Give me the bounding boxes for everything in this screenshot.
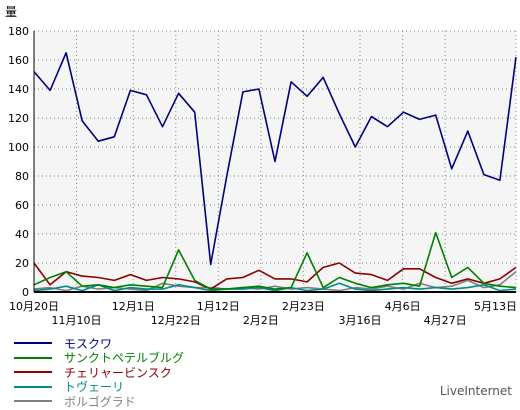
- y-tick-label: 100: [8, 141, 29, 154]
- chart-legend: モスクワ サンクトペテルブルグ チェリャービンスク トヴェーリ ボルゴグラド: [14, 336, 184, 409]
- legend-item: サンクトペテルブルグ: [14, 351, 185, 366]
- x-tick-label: 2月2日: [243, 314, 279, 327]
- legend-swatch: [14, 371, 52, 374]
- y-tick-label: 160: [8, 54, 29, 67]
- x-tick-label: 10月20日: [9, 300, 59, 313]
- series-line: [33, 51, 517, 266]
- legend-item: ボルゴグラド: [14, 394, 184, 409]
- credit-text: LiveInternet: [439, 384, 512, 398]
- x-tick-label: 1月12日: [197, 300, 240, 313]
- legend-item: チェリャービンスク: [14, 365, 184, 380]
- y-tick-labels: 0 20 40 60 80 100 120 140 160 180: [8, 25, 29, 299]
- legend-label: サンクトペテルブルグ: [64, 351, 185, 366]
- legend-item: モスクワ: [14, 336, 184, 351]
- legend-label: モスクワ: [64, 336, 113, 351]
- legend-swatch: [14, 356, 52, 359]
- y-tick-label: 80: [15, 170, 29, 183]
- x-tick-label: 4月6日: [385, 300, 421, 313]
- x-tick-label: 12月22日: [151, 314, 201, 327]
- y-axis-label: 量: [5, 5, 17, 19]
- x-tick-label: 5月13日: [474, 300, 517, 313]
- x-tick-labels: 10月20日 12月1日 1月12日 2月23日 4月6日 5月13日 11月10日 12月2…: [9, 300, 517, 327]
- series-line: [33, 282, 517, 292]
- series-line: [33, 262, 517, 290]
- legend-swatch: [14, 342, 52, 345]
- grid-lines: [33, 30, 517, 292]
- x-tick-label: 3月16日: [339, 314, 382, 327]
- legend-swatch: [14, 400, 52, 403]
- legend-item: トヴェーリ: [14, 380, 184, 395]
- series-lines: [33, 51, 517, 292]
- y-tick-label: 120: [8, 112, 29, 125]
- legend-label: ボルゴグラド: [64, 394, 136, 409]
- y-tick-label: 140: [8, 83, 29, 96]
- line-chart: 量 0 20 40 60 80 100 120 140 160 180 10月20日 12月1日 1月…: [5, 5, 517, 327]
- legend-label: トヴェーリ: [64, 380, 125, 395]
- y-tick-label: 40: [15, 228, 29, 241]
- series-line: [33, 231, 517, 290]
- x-tick-label: 4月27日: [424, 314, 467, 327]
- y-tick-label: 60: [15, 199, 29, 212]
- x-tick-label: 11月10日: [52, 314, 102, 327]
- legend-label: チェリャービンスク: [64, 365, 172, 380]
- y-tick-label: 20: [15, 257, 29, 270]
- x-tick-label: 2月23日: [282, 300, 325, 313]
- x-tick-label: 12月1日: [112, 300, 155, 313]
- y-tick-label: 0: [22, 286, 29, 299]
- y-tick-label: 180: [8, 25, 29, 38]
- legend-swatch: [14, 385, 52, 388]
